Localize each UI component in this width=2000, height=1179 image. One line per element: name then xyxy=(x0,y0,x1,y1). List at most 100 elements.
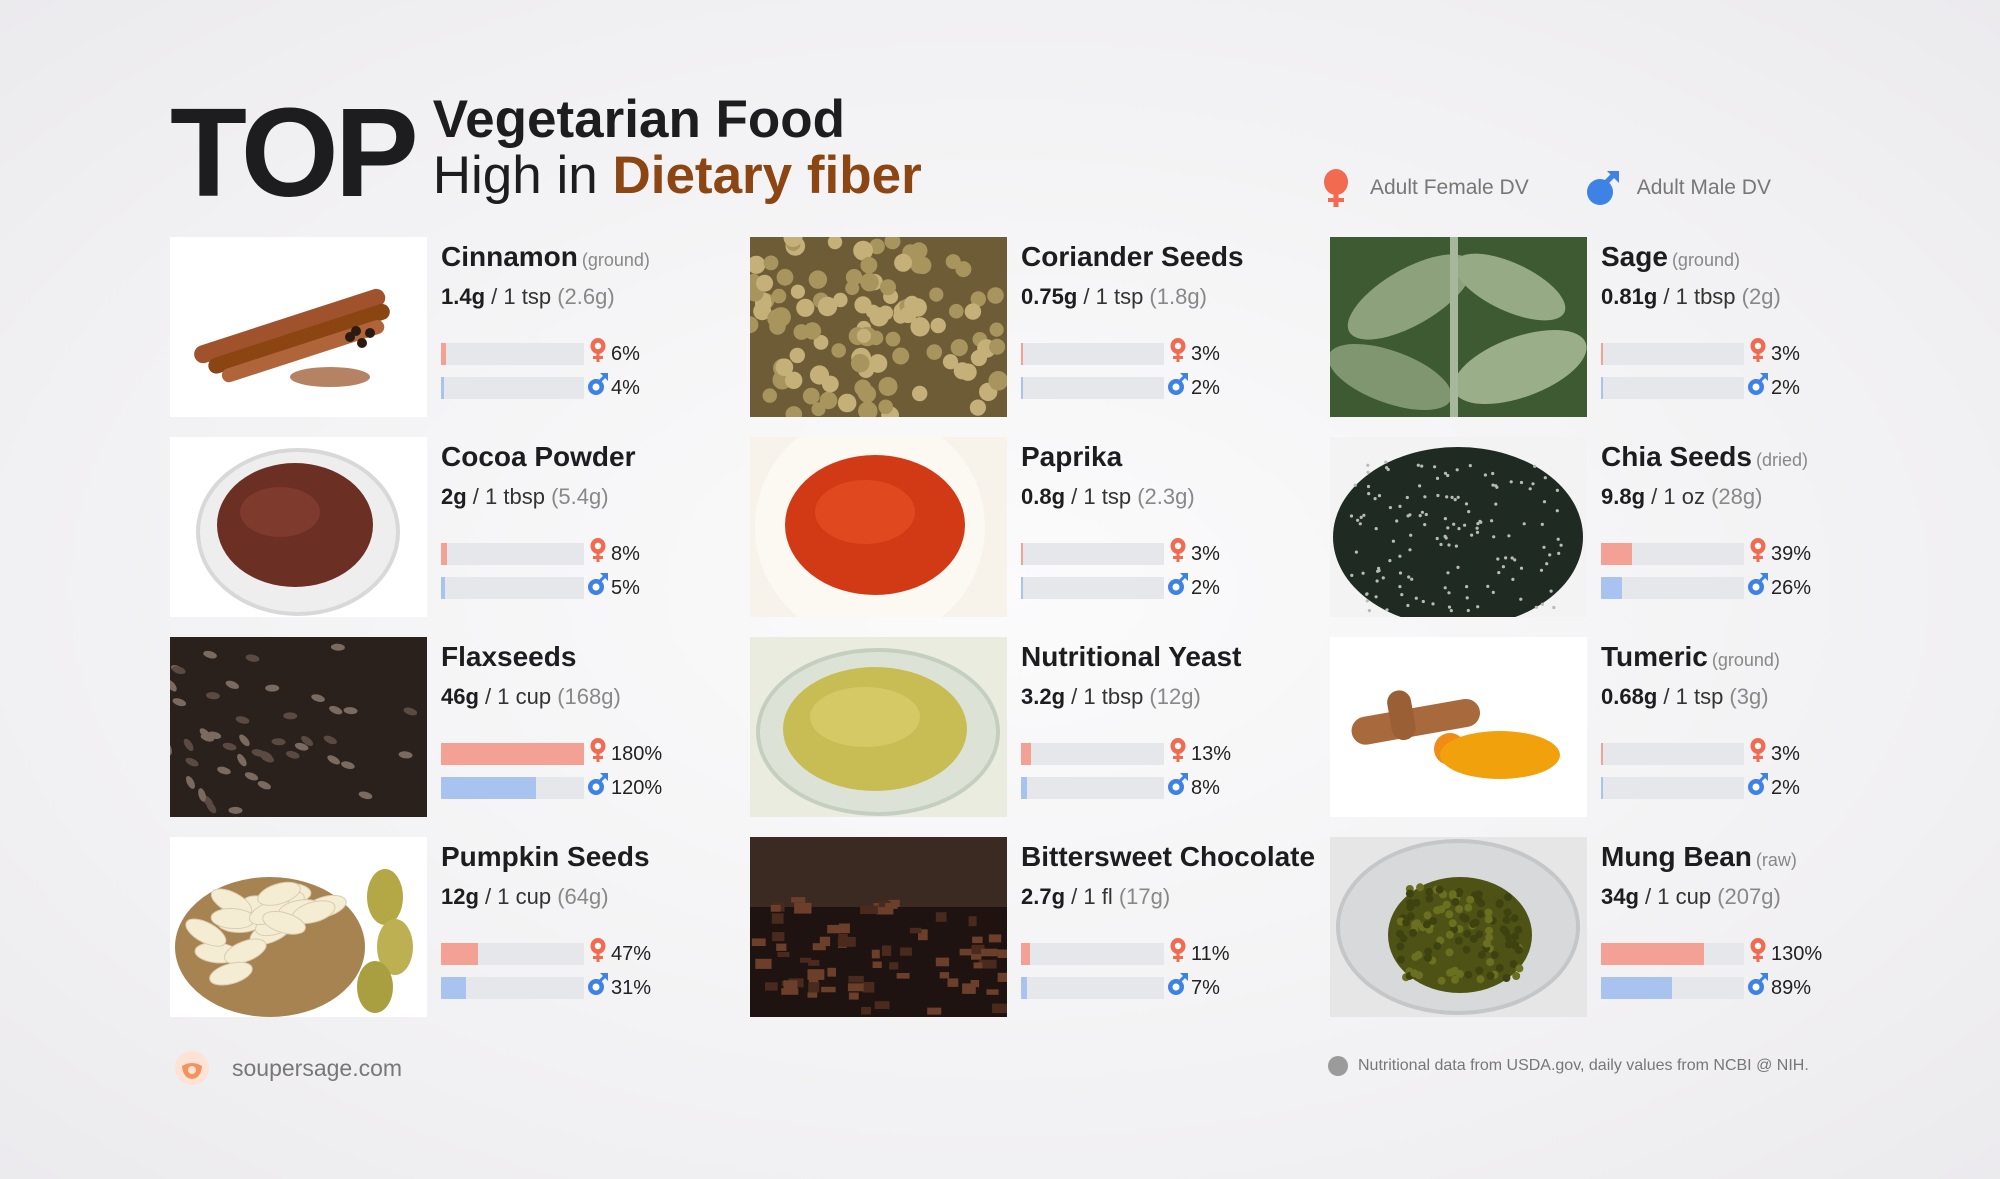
pumpkin-image xyxy=(170,837,427,1017)
food-info: Mung Bean (raw) 34g / 1 cup (207g) 130% 89% xyxy=(1601,837,1891,999)
chocolate-image xyxy=(750,837,1007,1017)
food-info: Cinnamon (ground) 1.4g / 1 tsp (2.6g) 6% 4% xyxy=(441,237,731,399)
food-amount-line: 0.81g / 1 tbsp (2g) xyxy=(1601,284,1891,310)
serving-weight: (17g) xyxy=(1118,884,1171,909)
bar-track xyxy=(441,943,584,965)
female-dv-row: 47% xyxy=(441,937,731,971)
male-dv-row: 4% xyxy=(441,371,731,405)
food-info: Chia Seeds (dried) 9.8g / 1 oz (28g) 39% 26% xyxy=(1601,437,1891,599)
food-info: Coriander Seeds 0.75g / 1 tsp (1.8g) 3% 2% xyxy=(1021,237,1311,399)
male-dv-row: 2% xyxy=(1601,371,1891,405)
female-icon xyxy=(1170,738,1186,762)
food-info: Bittersweet Chocolate 2.7g / 1 fl (17g) 11… xyxy=(1021,837,1315,999)
food-name-line: Cinnamon (ground) xyxy=(441,239,731,278)
female-icon xyxy=(1170,338,1186,362)
food-name: Cocoa Powder xyxy=(441,441,636,472)
female-dv-label: 3% xyxy=(1771,343,1800,365)
title-line-2: High in Dietary fiber xyxy=(433,147,922,204)
fiber-amount: 0.68g xyxy=(1601,684,1658,709)
food-name: Chia Seeds xyxy=(1601,441,1752,472)
food-name-line: Nutritional Yeast xyxy=(1021,639,1311,678)
food-photo xyxy=(170,237,427,417)
food-name: Sage xyxy=(1601,241,1668,272)
male-dv-label: 5% xyxy=(611,577,640,599)
footer-note-text: Nutritional data from USDA.gov, daily va… xyxy=(1358,1057,1809,1074)
fiber-amount: 1.4g xyxy=(441,284,486,309)
legend-male-label: Adult Male DV xyxy=(1636,176,1771,199)
bar-track xyxy=(1021,343,1164,365)
bar-track xyxy=(1021,777,1164,799)
male-icon xyxy=(1748,773,1768,795)
serving-weight: (5.4g) xyxy=(551,484,609,509)
female-dv-label: 6% xyxy=(611,343,640,365)
food-info: Cocoa Powder 2g / 1 tbsp (5.4g) 8% 5% xyxy=(441,437,731,599)
food-photo xyxy=(170,837,427,1017)
soupersage-logo-icon xyxy=(175,1051,209,1085)
footer-site: soupersage.com xyxy=(232,1054,403,1081)
male-dv-row: 26% xyxy=(1601,571,1891,605)
food-info: Sage (ground) 0.81g / 1 tbsp (2g) 3% 2% xyxy=(1601,237,1891,399)
food-photo xyxy=(1330,437,1587,617)
food-info: Tumeric (ground) 0.68g / 1 tsp (3g) 3% 2% xyxy=(1601,637,1891,799)
female-dv-label: 130% xyxy=(1771,943,1823,965)
male-dv-row: 8% xyxy=(1021,771,1311,805)
dv-bars: 39% 26% xyxy=(1601,537,1891,605)
female-dv-row: 8% xyxy=(441,537,731,571)
female-icon xyxy=(590,938,606,962)
female-icon xyxy=(1170,538,1186,562)
fiber-amount: 3.2g xyxy=(1021,684,1066,709)
footer-logo[interactable]: soupersage.com xyxy=(174,1050,402,1086)
serving-weight: (64g) xyxy=(557,884,609,909)
cocoa-image xyxy=(170,437,427,617)
female-dv-row: 180% xyxy=(441,737,731,771)
male-icon xyxy=(1586,171,1619,205)
bar-track xyxy=(1021,543,1164,565)
male-dv-label: 31% xyxy=(611,977,652,999)
female-dv-row: 3% xyxy=(1601,737,1891,771)
food-info: Flaxseeds 46g / 1 cup (168g) 180% 120% xyxy=(441,637,731,799)
food-name-line: Paprika xyxy=(1021,439,1311,478)
serving-size: / 1 cup xyxy=(1638,884,1718,909)
dv-bars: 130% 89% xyxy=(1601,937,1891,1005)
food-photo xyxy=(750,437,1007,617)
bar-track xyxy=(1021,377,1164,399)
female-dv-bar xyxy=(1021,943,1030,965)
male-dv-label: 2% xyxy=(1771,777,1800,799)
serving-weight: (2.6g) xyxy=(557,284,615,309)
serving-size: / 1 cup xyxy=(478,884,558,909)
female-dv-row: 3% xyxy=(1021,337,1311,371)
bar-track xyxy=(1021,977,1164,999)
food-card: Bittersweet Chocolate 2.7g / 1 fl (17g) 11… xyxy=(750,837,1315,1017)
bar-track xyxy=(1601,543,1744,565)
female-dv-row: 3% xyxy=(1021,537,1311,571)
fiber-amount: 2g xyxy=(441,484,467,509)
turmeric-image xyxy=(1330,637,1587,817)
bar-track xyxy=(441,777,584,799)
food-qualifier: (ground) xyxy=(1711,650,1780,670)
male-dv-bar xyxy=(1021,977,1027,999)
female-dv-label: 13% xyxy=(1191,743,1232,765)
food-amount-line: 0.75g / 1 tsp (1.8g) xyxy=(1021,284,1311,310)
bar-track xyxy=(441,543,584,565)
female-dv-label: 11% xyxy=(1191,943,1230,965)
male-dv-bar xyxy=(1021,777,1028,799)
food-card: Sage (ground) 0.81g / 1 tbsp (2g) 3% 2% xyxy=(1330,237,1890,417)
dv-bars: 3% 2% xyxy=(1601,737,1891,805)
title-block: Vegetarian Food High in Dietary fiber xyxy=(433,92,922,203)
female-icon xyxy=(1750,338,1766,362)
female-dv-bar xyxy=(441,543,448,565)
food-amount-line: 0.8g / 1 tsp (2.3g) xyxy=(1021,484,1311,510)
female-dv-label: 39% xyxy=(1771,543,1812,565)
serving-size: / 1 fl xyxy=(1065,884,1119,909)
bar-track xyxy=(1601,777,1744,799)
dv-bars: 3% 2% xyxy=(1601,337,1891,405)
food-card: Flaxseeds 46g / 1 cup (168g) 180% 120% xyxy=(170,637,730,817)
legend-female: Adult Female DV xyxy=(1318,168,1529,208)
male-icon xyxy=(1168,773,1188,795)
male-dv-label: 2% xyxy=(1191,577,1220,599)
female-dv-label: 3% xyxy=(1191,543,1220,565)
top-word: TOP xyxy=(170,82,419,223)
bar-track xyxy=(441,577,584,599)
food-qualifier: (ground) xyxy=(581,250,650,270)
serving-weight: (1.8g) xyxy=(1149,284,1207,309)
